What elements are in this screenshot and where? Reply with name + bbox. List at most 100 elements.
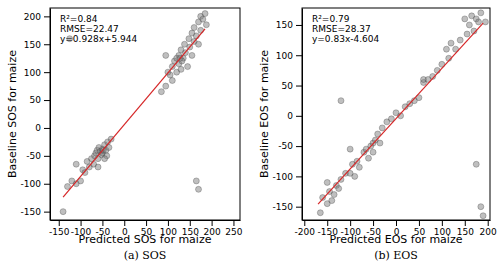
point [370, 149, 376, 155]
point [73, 161, 79, 167]
tick-mark [124, 220, 125, 226]
annotation: y=0.928x+5.944 [60, 34, 138, 44]
tick-mark [212, 220, 213, 226]
tick: -50 [278, 141, 302, 151]
point [448, 40, 454, 46]
point [203, 22, 209, 28]
point [329, 198, 335, 204]
point [356, 164, 362, 170]
tick: 250 [225, 220, 242, 237]
tick-mark [44, 156, 50, 157]
point [478, 204, 484, 210]
tick: 150 [24, 40, 50, 50]
tick: -100 [21, 179, 50, 189]
tick-mark [327, 220, 328, 226]
point [443, 46, 449, 52]
point [189, 52, 195, 58]
point [200, 16, 206, 22]
tick-label: -150 [49, 227, 70, 237]
y-axis-title: Baseline SOS for maize [6, 50, 19, 178]
point [377, 140, 383, 146]
annotation: y=0.83x-4.604 [312, 34, 380, 44]
tick-label: 0 [287, 111, 293, 121]
tick-label: 50 [30, 95, 42, 105]
point [324, 179, 330, 185]
point [60, 209, 66, 215]
tick-label: -50 [278, 141, 293, 151]
tick: -150 [21, 207, 50, 217]
tick-label: 250 [225, 227, 242, 237]
annotation: R²=0.84 [60, 14, 98, 24]
plot-area [60, 11, 209, 215]
point [478, 10, 484, 16]
point [196, 186, 202, 192]
tick: -100 [273, 172, 302, 182]
tick-mark [296, 55, 302, 56]
tick: 200 [24, 12, 50, 22]
tick-mark [190, 220, 191, 226]
point [338, 98, 344, 104]
tick-mark [233, 220, 234, 226]
tick-mark [296, 25, 302, 26]
tick-mark [373, 220, 374, 226]
point [476, 19, 482, 25]
point [158, 89, 164, 95]
tick-mark [296, 86, 302, 87]
tick-mark [168, 220, 169, 226]
tick-label: 0 [35, 123, 41, 133]
tick-label: 200 [480, 227, 497, 237]
annotation: RMSE=28.37 [312, 24, 371, 34]
fit-line [63, 29, 205, 197]
tick-mark [44, 184, 50, 185]
tick-label: 100 [276, 51, 293, 61]
point [95, 164, 101, 170]
fit-line [318, 23, 483, 204]
figure: -150-100-50050100150200250-150-100-50050… [0, 0, 500, 263]
tick-label: 200 [24, 12, 41, 22]
caption: (b) EOS [374, 249, 418, 262]
point [336, 186, 342, 192]
tick-mark [296, 146, 302, 147]
tick-label: 150 [24, 40, 41, 50]
tick: 50 [282, 81, 302, 91]
tick: 200 [480, 220, 497, 237]
tick-mark [296, 207, 302, 208]
tick-label: 100 [24, 68, 41, 78]
point [466, 22, 472, 28]
tick-label: 150 [276, 20, 293, 30]
tick-mark [44, 128, 50, 129]
tick-label: -150 [21, 207, 42, 217]
point [185, 64, 191, 70]
tick: 0 [35, 123, 50, 133]
tick-mark [44, 100, 50, 101]
tick-label: -150 [273, 202, 294, 212]
annotation: R²=0.79 [312, 14, 350, 24]
plot-frame [50, 8, 240, 220]
tick: 100 [276, 51, 302, 61]
point [352, 173, 358, 179]
tick: -200 [295, 220, 316, 237]
tick-mark [419, 220, 420, 226]
plot-frame [302, 8, 490, 220]
caption: (a) SOS [124, 249, 167, 262]
point [480, 213, 486, 219]
x-axis-title: Predicted SOS for maize [79, 233, 212, 246]
point [196, 41, 202, 47]
y-axis: -150-100-50050100150200 [21, 9, 51, 221]
tick-mark [488, 220, 489, 226]
point [193, 178, 199, 184]
point [102, 156, 108, 162]
tick: -150 [49, 220, 70, 237]
point [202, 11, 208, 17]
point [464, 31, 470, 37]
tick-mark [296, 116, 302, 117]
tick-mark [350, 220, 351, 226]
tick: -150 [273, 202, 302, 212]
point [163, 83, 169, 89]
point [462, 16, 468, 22]
tick-mark [442, 220, 443, 226]
point [347, 146, 353, 152]
tick-mark [44, 212, 50, 213]
tick-mark [465, 220, 466, 226]
annotation: RMSE=22.47 [60, 24, 119, 34]
